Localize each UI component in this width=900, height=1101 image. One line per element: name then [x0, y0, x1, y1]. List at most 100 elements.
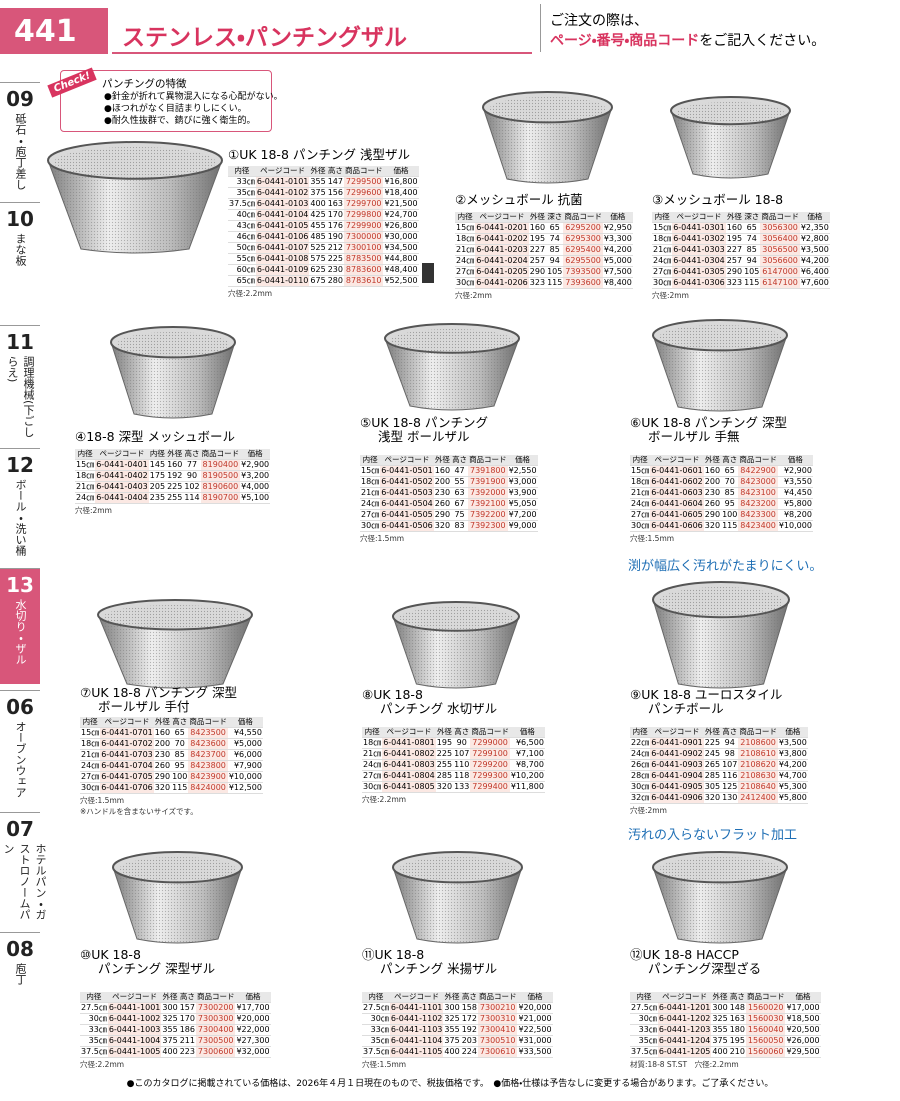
header-cell: 高さ: [728, 992, 746, 1003]
spec-cell: 8423000: [738, 476, 778, 488]
spec-row: 37.5㎝ 6-0441-1105 400 224 7300610 ¥33,500: [362, 1046, 553, 1058]
header-cell: 価格: [785, 992, 821, 1003]
header-cell: 価格: [240, 449, 271, 460]
spec-cell: 6-0441-0601: [650, 465, 704, 477]
spec-cell: 114: [183, 492, 201, 504]
spec-cell: 163: [326, 198, 344, 210]
spec-cell: 400: [711, 1046, 729, 1058]
product-title: ③メッシュボール 18-8: [652, 193, 783, 207]
header-row: 内径 ページコード 外径 高さ 商品コード 価格: [630, 455, 813, 466]
spec-row: 21㎝ 6-0441-0203 227 85 6295400 ¥4,200: [455, 244, 633, 256]
spec-cell: 8783600: [343, 264, 384, 276]
spec-cell: 27㎝: [80, 771, 101, 783]
spec-cell: 100: [721, 509, 739, 521]
spec-cell: ¥4,700: [777, 770, 808, 782]
header-cell: 内径: [75, 449, 96, 460]
header-row: 内径 ページコード 内径 外径 高さ 商品コード 価格: [75, 449, 271, 460]
spec-row: 37.5㎝ 6-0441-0103 400 163 7299700 ¥21,500: [228, 198, 419, 210]
spec-cell: 170: [178, 1013, 196, 1025]
spec-cell: 375: [161, 1035, 179, 1047]
spec-cell: 210: [728, 1046, 746, 1058]
spec-row: 28㎝ 6-0441-0904 285 116 2108630 ¥4,700: [630, 770, 808, 782]
spec-cell: 230: [153, 749, 172, 761]
spec-cell: 7300310: [477, 1013, 518, 1025]
spec-row: 18㎝ 6-0441-0801 195 90 7299000 ¥6,500: [362, 737, 545, 749]
spec-cell: 83: [451, 520, 469, 532]
tab-number: 06: [6, 695, 34, 719]
spec-cell: 6-0441-0804: [382, 770, 436, 782]
spec-cell: 8423100: [738, 487, 778, 499]
spec-cell: 425: [309, 209, 327, 221]
spec-cell: 225: [326, 253, 344, 265]
spec-cell: 6-0441-0201: [475, 222, 529, 234]
spec-cell: 90: [453, 737, 471, 749]
spec-cell: 6-0441-0701: [100, 727, 154, 739]
header-row: 内径 ページコード 外径 高さ 商品コード 価格: [362, 992, 553, 1003]
spec-cell: 323: [528, 277, 547, 289]
spec-cell: 27㎝: [360, 509, 381, 521]
note: 穴径:2.2mm: [362, 795, 407, 804]
spec-row: 15㎝ 6-0441-0501 160 47 7391800 ¥2,550: [360, 465, 538, 477]
spec-cell: ¥6,000: [227, 749, 263, 761]
tab-number: 08: [6, 937, 34, 961]
spec-cell: 24㎝: [75, 492, 96, 504]
spec-cell: 6-0441-0903: [650, 759, 704, 771]
spec-cell: 30㎝: [80, 1013, 108, 1025]
spec-row: 30㎝ 6-0441-0506 320 83 7392300 ¥9,000: [360, 520, 538, 532]
product-image: [110, 326, 236, 419]
spec-cell: 55: [451, 476, 469, 488]
spec-cell: 6-0441-0904: [650, 770, 704, 782]
spec-row: 43㎝ 6-0441-0105 455 176 7299900 ¥26,800: [228, 220, 419, 232]
product-image: [97, 598, 253, 689]
spec-cell: 7393600: [563, 277, 603, 289]
header-cell: 商品コード: [343, 166, 384, 177]
spec-cell: 2412400: [738, 792, 778, 804]
spec-cell: 33㎝: [630, 1024, 658, 1036]
spec-cell: ¥4,450: [777, 487, 813, 499]
spec-cell: 212: [326, 242, 344, 254]
spec-row: 24㎝ 6-0441-0504 260 67 7392100 ¥5,050: [360, 498, 538, 510]
spec-cell: 7299000: [470, 737, 510, 749]
check-item: ●ほつれがなく目詰まりしにくい。: [104, 104, 247, 114]
spec-cell: 7300210: [477, 1002, 518, 1014]
spec-cell: 6-0441-1005: [107, 1046, 162, 1058]
spec-cell: 172: [460, 1013, 478, 1025]
header-cell: 価格: [235, 992, 271, 1003]
header-cell: 高さ: [721, 455, 739, 466]
spec-cell: 575: [309, 253, 327, 265]
spec-cell: 225: [166, 481, 184, 493]
spec-cell: ¥17,700: [235, 1002, 271, 1014]
spec-cell: 7299900: [343, 220, 384, 232]
spec-row: 30㎝ 6-0441-1202 325 163 1560030 ¥18,500: [630, 1013, 821, 1025]
spec-cell: ¥4,000: [240, 481, 271, 493]
spec-cell: ¥8,400: [602, 277, 633, 289]
spec-cell: ¥2,900: [777, 465, 813, 477]
spec-cell: ¥29,500: [785, 1046, 821, 1058]
spec-row: 37.5㎝ 6-0441-1005 400 223 7300600 ¥32,000: [80, 1046, 271, 1058]
spec-cell: 107: [453, 748, 471, 760]
side-tab: 10 まな板: [0, 202, 40, 318]
spec-cell: 8783500: [343, 253, 384, 265]
title-line: ボールザル 手付: [98, 699, 190, 714]
spec-cell: 200: [153, 738, 172, 750]
spec-cell: ¥4,200: [777, 759, 808, 771]
spec-cell: 15㎝: [630, 465, 651, 477]
spec-cell: ¥7,500: [602, 266, 633, 278]
spec-cell: 21㎝: [652, 244, 673, 256]
spec-cell: 6-0441-0304: [672, 255, 726, 267]
header-cell: 内径: [455, 212, 476, 223]
spec-cell: 110: [453, 759, 471, 771]
spec-cell: ¥10,200: [509, 770, 545, 782]
spec-cell: 375: [711, 1035, 729, 1047]
spec-cell: 1560060: [745, 1046, 786, 1058]
spec-cell: 8423900: [188, 771, 228, 783]
note-block: 穴径:2.2mm: [362, 794, 406, 805]
spec-cell: 160: [166, 459, 184, 471]
spec-cell: 6-0441-1101: [389, 1002, 444, 1014]
spec-cell: 6-0441-0306: [672, 277, 726, 289]
spec-cell: ¥24,700: [383, 209, 419, 221]
spec-cell: 6-0441-0602: [650, 476, 704, 488]
spec-cell: 156: [326, 187, 344, 199]
spec-cell: ¥3,800: [777, 748, 808, 760]
spec-cell: 400: [443, 1046, 461, 1058]
